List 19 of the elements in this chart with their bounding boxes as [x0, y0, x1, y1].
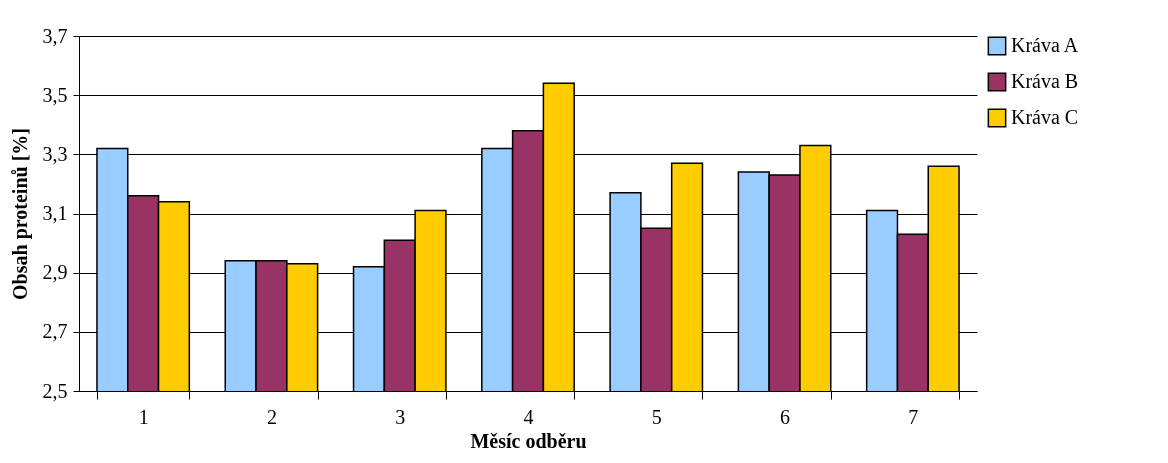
x-tick-label: 7	[908, 405, 919, 428]
x-tick-label: 2	[266, 405, 277, 428]
y-tick-label: 3,7	[42, 24, 68, 47]
y-tick-label: 3,1	[42, 202, 68, 224]
x-tick-label: 6	[780, 405, 791, 428]
legend-label: Kráva B	[1011, 70, 1079, 92]
legend-label: Kráva C	[1011, 106, 1079, 128]
y-tick-label: 2,5	[42, 379, 68, 402]
x-axis-title: Měsíc odběru	[470, 429, 587, 452]
y-tick-label: 3,5	[42, 83, 68, 106]
y-tick-label: 2,9	[42, 261, 68, 284]
y-axis-title: Obsah proteinů [%]	[8, 128, 32, 300]
x-tick-label: 1	[138, 405, 149, 428]
y-tick-label: 3,3	[42, 142, 68, 165]
legend-label: Kráva A	[1011, 34, 1079, 56]
y-tick-label: 2,7	[42, 320, 68, 343]
x-tick-label: 3	[395, 405, 406, 428]
x-tick-label: 4	[523, 405, 534, 428]
x-tick-label: 5	[651, 405, 662, 428]
